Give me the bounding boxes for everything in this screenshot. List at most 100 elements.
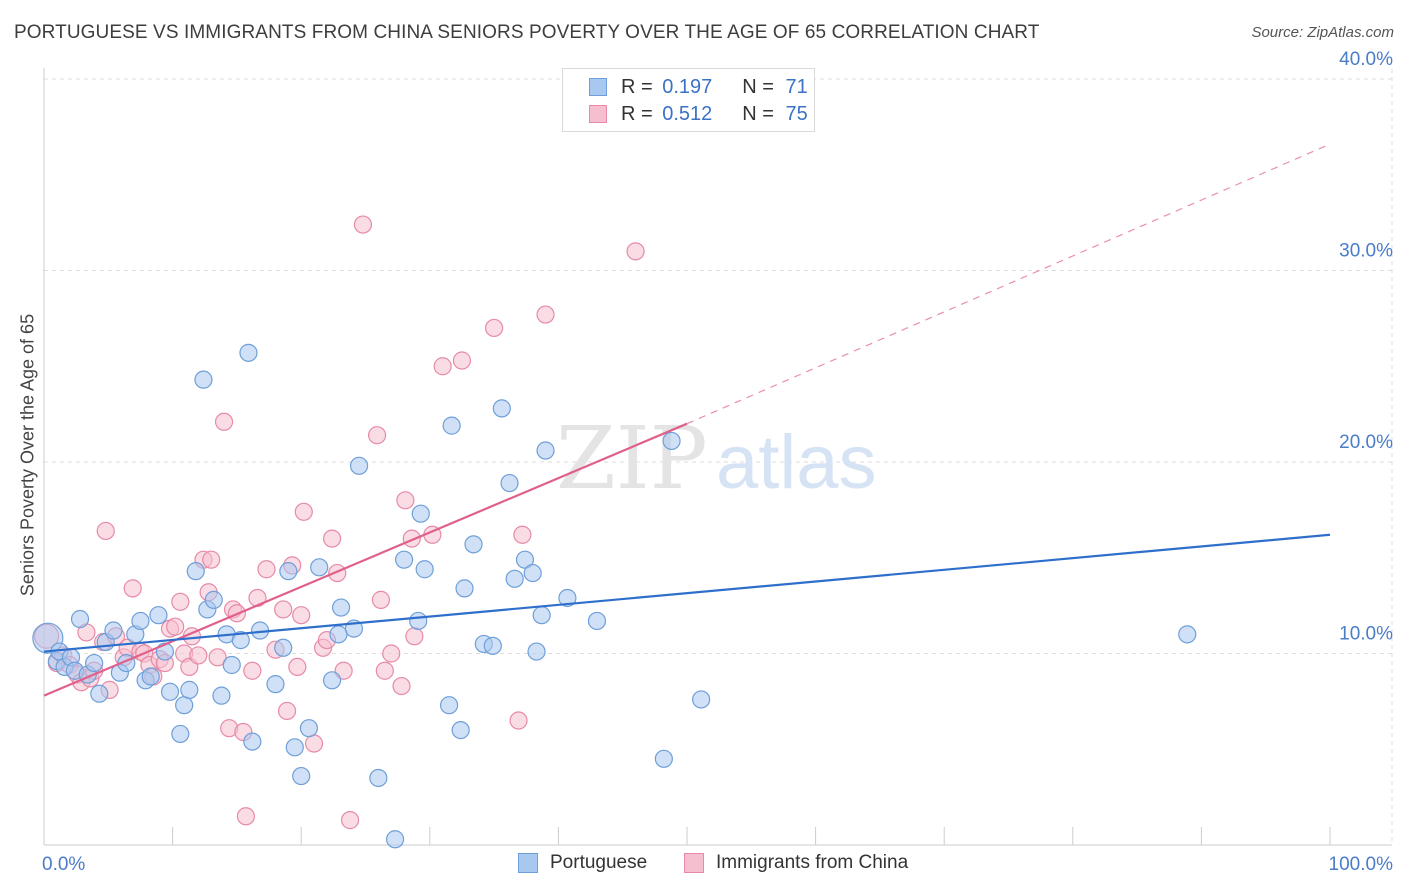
n-label: N = [742, 75, 774, 98]
data-point [349, 456, 369, 475]
data-point [239, 343, 258, 362]
stats-row-china: R = 0.512 N = 75 [589, 101, 808, 127]
china-legend-swatch [684, 853, 704, 873]
data-point [439, 696, 459, 715]
data-point [257, 560, 276, 579]
data-point [322, 671, 342, 690]
tick-labels: 10.0% 20.0% 30.0% 40.0% 0.0% 100.0% [42, 49, 1393, 875]
data-point [492, 399, 511, 418]
n-value: 71 [785, 75, 808, 98]
stats-row-portuguese: R = 0.197 N = 71 [589, 74, 808, 100]
data-point [396, 491, 415, 510]
data-point [288, 657, 307, 677]
data-point [536, 441, 555, 460]
n-label: N = [742, 102, 774, 125]
data-point [180, 680, 199, 699]
data-point [662, 431, 681, 451]
data-point [532, 606, 551, 625]
r-label: R = [621, 75, 653, 98]
data-point [626, 242, 645, 261]
legend-label-portuguese: Portuguese [550, 852, 648, 873]
data-point [442, 416, 461, 435]
data-point [194, 370, 213, 389]
data-point [415, 560, 434, 579]
data-point [523, 563, 542, 583]
data-point [392, 676, 411, 696]
data-point [394, 550, 414, 569]
data-point [131, 611, 150, 631]
data-point [452, 351, 472, 370]
data-point [292, 766, 311, 786]
data-point [285, 738, 304, 757]
y-tick-label: 20.0% [1339, 432, 1393, 453]
data-point [375, 661, 394, 680]
data-point [654, 749, 673, 768]
china-swatch [589, 105, 607, 123]
data-point [322, 529, 342, 548]
data-point [509, 711, 528, 730]
data-point [279, 562, 298, 581]
data-point [202, 550, 221, 569]
legend-label-china: Immigrants from China [716, 852, 909, 873]
china-points [33, 215, 645, 830]
data-point [500, 473, 519, 493]
data-point [243, 732, 262, 751]
data-point [483, 636, 502, 655]
data-point [405, 627, 424, 646]
data-point [141, 667, 160, 686]
data-point [96, 521, 115, 541]
data-point [385, 830, 405, 849]
r-value: 0.512 [662, 102, 713, 125]
data-point [212, 686, 231, 705]
legend-item-portuguese[interactable]: Portuguese [518, 852, 647, 874]
data-point [123, 579, 142, 598]
data-point [367, 426, 387, 445]
portuguese-swatch [589, 78, 607, 96]
data-point [222, 655, 241, 675]
data-point [70, 609, 90, 629]
portuguese-legend-swatch [518, 853, 538, 873]
data-point [171, 724, 190, 744]
data-point [274, 600, 293, 619]
data-point [85, 653, 104, 673]
data-point [515, 550, 535, 569]
axes [43, 68, 1392, 846]
data-point [331, 598, 351, 617]
data-point [236, 807, 256, 826]
watermark: ZIP atlas [556, 409, 877, 509]
data-point [171, 592, 190, 611]
chart-title: PORTUGUESE VS IMMIGRANTS FROM CHINA SENI… [14, 22, 1040, 43]
data-point [451, 720, 470, 740]
data-point [294, 502, 313, 521]
series-legend: Portuguese Immigrants from China [0, 852, 1406, 878]
data-point [104, 621, 123, 640]
stats-legend: R = 0.197 N = 71 R = 0.512 N = 75 [562, 68, 815, 132]
x-tick-label: 100.0% [1329, 854, 1394, 875]
data-point [536, 305, 555, 324]
data-point [231, 630, 250, 650]
china-trend-extension [686, 143, 1331, 425]
r-label: R = [621, 102, 653, 125]
data-point [243, 661, 262, 680]
data-point [292, 606, 311, 625]
data-point [485, 318, 504, 338]
data-point [329, 625, 348, 644]
data-point [186, 562, 205, 581]
china-trend-line [43, 422, 688, 697]
trend-lines [43, 143, 1331, 697]
x-tick-label: 0.0% [42, 854, 85, 875]
y-tick-label: 30.0% [1339, 241, 1393, 262]
data-point [310, 558, 329, 577]
portuguese-points [32, 343, 1197, 849]
gridlines [44, 69, 1393, 845]
r-value: 0.197 [662, 75, 713, 98]
data-point [214, 412, 234, 431]
legend-item-china[interactable]: Immigrants from China [684, 852, 908, 874]
data-point [166, 617, 185, 636]
data-point [513, 525, 532, 544]
portuguese-trend-line [43, 533, 1331, 653]
data-point [340, 811, 360, 830]
watermark-atlas: atlas [716, 420, 877, 505]
data-point [369, 768, 388, 788]
